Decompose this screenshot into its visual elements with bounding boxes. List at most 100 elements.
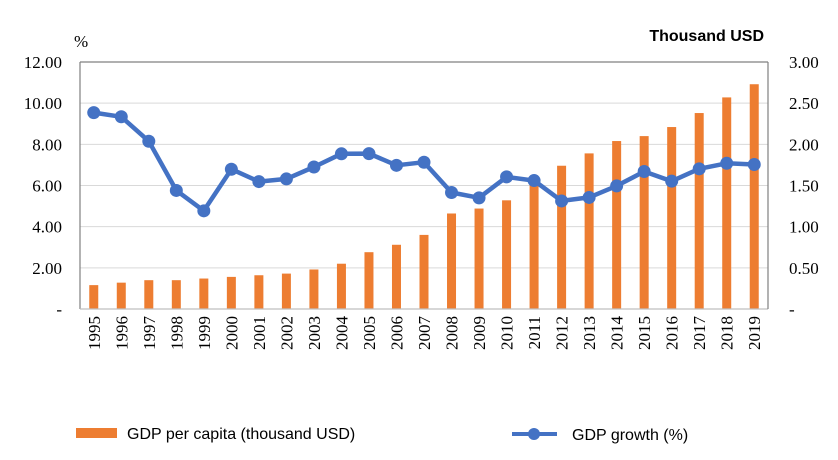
- growth-point-2018: [720, 156, 734, 170]
- bar-1998: [171, 280, 181, 309]
- growth-point-2004: [334, 147, 348, 161]
- growth-point-1996: [114, 110, 128, 124]
- x-tick-label: 2003: [305, 316, 324, 350]
- bar-2017: [694, 113, 704, 310]
- x-tick-label: 2008: [443, 316, 462, 350]
- right-axis-label: Thousand USD: [649, 28, 764, 45]
- bar-1997: [144, 280, 154, 309]
- growth-point-2013: [582, 190, 596, 204]
- x-tick-label: 1997: [140, 316, 159, 351]
- bar-1999: [199, 278, 209, 309]
- legend-label-gdp-per-capita: GDP per capita (thousand USD): [127, 426, 355, 443]
- x-tick-label: 2010: [498, 316, 517, 350]
- growth-point-2009: [472, 191, 486, 205]
- bar-2012: [557, 165, 567, 309]
- legend-swatch-bar: [76, 428, 117, 438]
- bars: [89, 84, 759, 310]
- bar-2011: [529, 183, 539, 309]
- legend-swatch-marker: [528, 428, 540, 440]
- left-tick-label: -: [56, 300, 62, 319]
- x-tick-label: 2019: [745, 316, 764, 350]
- growth-point-2006: [389, 158, 403, 172]
- growth-point-2016: [665, 174, 679, 188]
- bar-2019: [749, 84, 759, 309]
- x-tick-label: 2016: [663, 316, 682, 350]
- growth-point-2019: [747, 158, 761, 172]
- x-tick-label: 2005: [360, 316, 379, 350]
- left-tick-label: 2.00: [32, 259, 62, 278]
- growth-point-1995: [87, 106, 101, 120]
- growth-point-2014: [610, 179, 624, 193]
- bar-2018: [722, 97, 732, 309]
- x-tick-label: 2009: [470, 316, 489, 350]
- left-tick-label: 10.00: [24, 94, 62, 113]
- bar-2004: [336, 263, 346, 309]
- bar-2014: [612, 141, 622, 309]
- right-tick-label: 2.00: [789, 135, 819, 154]
- growth-line: [87, 106, 761, 218]
- growth-point-2007: [417, 155, 431, 169]
- bar-2016: [667, 127, 677, 309]
- growth-point-2002: [279, 172, 293, 186]
- bar-2007: [419, 234, 429, 309]
- bar-2009: [474, 208, 484, 309]
- growth-point-1997: [142, 134, 156, 148]
- bar-2008: [447, 213, 457, 309]
- bar-2005: [364, 252, 374, 309]
- plot-frame: [79, 61, 769, 310]
- right-axis-ticks: - 0.50 1.00 1.50 2.00 2.50 3.00: [789, 53, 819, 319]
- left-tick-label: 12.00: [24, 53, 62, 72]
- x-tick-label: 2013: [580, 316, 599, 350]
- right-tick-label: 0.50: [789, 259, 819, 278]
- growth-point-2008: [445, 185, 459, 199]
- growth-point-2012: [555, 194, 569, 208]
- growth-point-1999: [197, 204, 211, 218]
- bar-2015: [639, 136, 649, 309]
- right-tick-label: 3.00: [789, 53, 819, 72]
- x-tick-label: 2015: [635, 316, 654, 350]
- bar-2000: [226, 276, 236, 309]
- growth-point-2017: [692, 162, 706, 176]
- x-tick-label: 2014: [608, 316, 627, 351]
- legend-label-gdp-growth: GDP growth (%): [572, 427, 688, 444]
- x-tick-label: 2007: [415, 316, 434, 351]
- x-tick-label: 2017: [690, 316, 709, 351]
- right-tick-label: 1.00: [789, 218, 819, 237]
- x-tick-label: 2011: [525, 316, 544, 349]
- left-tick-label: 6.00: [32, 177, 62, 196]
- bar-2013: [584, 153, 594, 309]
- bar-2006: [391, 244, 401, 309]
- x-tick-label: 2002: [277, 316, 296, 350]
- right-tick-label: 2.50: [789, 94, 819, 113]
- bar-2003: [309, 269, 319, 309]
- x-tick-label: 1998: [167, 316, 186, 350]
- growth-point-1998: [169, 183, 183, 197]
- x-tick-label: 2004: [332, 316, 351, 351]
- bar-2001: [254, 275, 264, 309]
- x-tick-label: 1999: [195, 316, 214, 350]
- growth-point-2000: [224, 162, 238, 176]
- x-tick-label: 2001: [250, 316, 269, 350]
- x-tick-label: 1995: [85, 316, 104, 350]
- left-axis-ticks: - 2.00 4.00 6.00 8.00 10.00 12.00: [24, 53, 63, 319]
- bar-1995: [89, 285, 99, 309]
- right-tick-label: -: [789, 300, 795, 319]
- left-tick-label: 8.00: [32, 135, 62, 154]
- x-tick-label: 2012: [553, 316, 572, 350]
- growth-point-2003: [307, 160, 321, 174]
- left-axis-label: %: [74, 32, 88, 51]
- x-tick-label: 2000: [222, 316, 241, 350]
- x-tick-label: 1996: [112, 316, 131, 350]
- growth-point-2015: [637, 165, 651, 179]
- bar-2002: [281, 273, 291, 309]
- growth-point-2010: [500, 170, 514, 184]
- growth-point-2001: [252, 175, 266, 189]
- growth-point-2005: [362, 147, 376, 161]
- left-tick-label: 4.00: [32, 218, 62, 237]
- bar-2010: [502, 200, 512, 309]
- legend: GDP per capita (thousand USD) GDP growth…: [76, 426, 688, 444]
- right-tick-label: 1.50: [789, 177, 819, 196]
- x-tick-label: 2006: [387, 316, 406, 350]
- x-axis-ticks: 1995 1996 1997 1998 1999 2000 2001 2002 2003 2004…: [85, 316, 764, 351]
